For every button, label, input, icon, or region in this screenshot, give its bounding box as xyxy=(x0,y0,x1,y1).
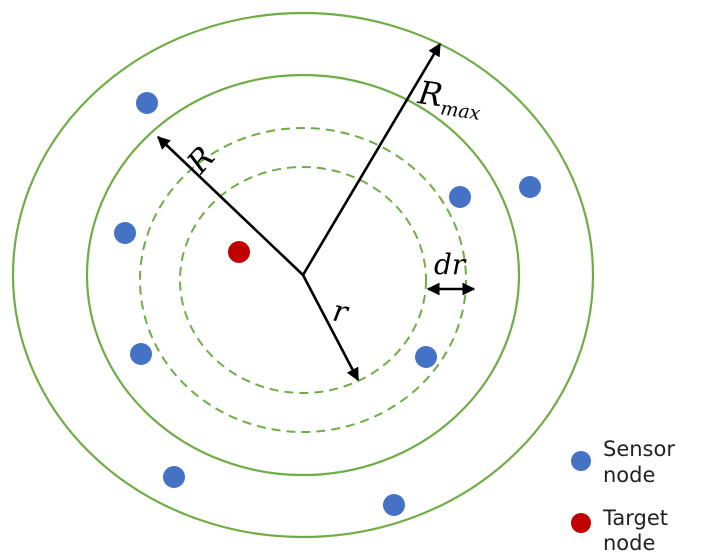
legend-target-swatch xyxy=(571,513,591,533)
legend: Sensor node Target node xyxy=(571,437,675,554)
rmax-label: Rmax xyxy=(414,73,485,125)
legend-target-label-line2: node xyxy=(603,531,655,554)
big-r-arrow xyxy=(157,136,304,276)
middle-ring-r xyxy=(85,73,521,477)
small-r-arrow xyxy=(301,274,360,382)
dashed-ring-outer xyxy=(139,127,467,433)
small-r-label: r xyxy=(330,294,352,331)
rmax-arrow xyxy=(301,42,442,276)
legend-sensor-label-line1: Sensor xyxy=(603,437,675,461)
big-r-label: R xyxy=(180,140,222,181)
sensor-node xyxy=(415,346,437,368)
sensor-node xyxy=(449,186,471,208)
sensor-node xyxy=(519,176,541,198)
sensor-node xyxy=(114,222,136,244)
outer-ring-rmax xyxy=(11,11,595,539)
target-node xyxy=(228,241,250,263)
dr-label: dr xyxy=(434,248,467,281)
sensor-node xyxy=(163,466,185,488)
legend-target-label-line1: Target xyxy=(602,506,668,530)
sensor-node xyxy=(383,494,405,516)
sensor-node xyxy=(136,92,158,114)
legend-sensor-label-line2: node xyxy=(603,463,655,487)
legend-sensor-swatch xyxy=(571,451,591,471)
sensor-node xyxy=(130,343,152,365)
dashed-ring-inner xyxy=(179,166,427,394)
